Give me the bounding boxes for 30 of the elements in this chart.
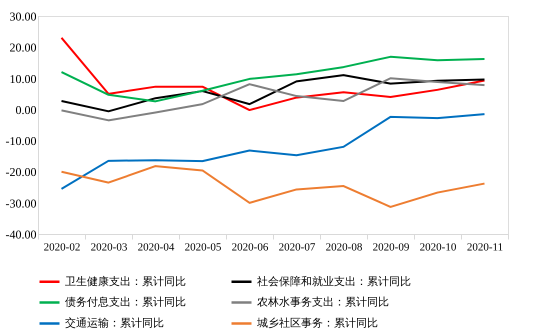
line-series [60, 74, 486, 112]
line-series [60, 56, 486, 102]
legend-label: 城乡社区事务：累计同比 [256, 316, 378, 330]
line-series [60, 165, 486, 208]
x-tick-label: 2020-08 [326, 242, 363, 254]
y-tick-label: 0.00 [16, 102, 36, 117]
y-tick-label: 30.00 [10, 10, 36, 24]
y-tick-label: -40.00 [6, 228, 36, 242]
x-tick-label: 2020-07 [278, 242, 316, 254]
y-tick-label: 20.00 [10, 40, 36, 55]
y-tick-label: -10.00 [6, 134, 36, 148]
y-tick-label: 10.00 [10, 72, 36, 86]
y-tick-label: -20.00 [6, 165, 36, 180]
y-tick-label: -30.00 [6, 196, 36, 210]
x-tick-label: 2020-09 [372, 242, 410, 254]
x-tick-label: 2020-03 [90, 242, 128, 254]
x-tick-label: 2020-05 [184, 242, 222, 254]
legend-label: 卫生健康支出：累计同比 [65, 274, 186, 288]
x-tick-label: 2020-04 [138, 242, 175, 254]
legend-label: 农林水事务支出：累计同比 [257, 296, 389, 308]
legend-label: 债务付息支出：累计同比 [65, 296, 186, 308]
line-series [60, 36, 486, 112]
legend-label: 社会保障和就业支出：累计同比 [257, 274, 411, 288]
x-tick-label: 2020-02 [44, 242, 80, 254]
x-tick-label: 2020-10 [420, 242, 457, 254]
x-tick-label: 2020-06 [232, 242, 269, 254]
line-series [60, 113, 486, 190]
legend-label: 交通运输：累计同比 [65, 316, 164, 330]
x-tick-label: 2020-11 [466, 242, 504, 254]
line-series [60, 77, 486, 122]
